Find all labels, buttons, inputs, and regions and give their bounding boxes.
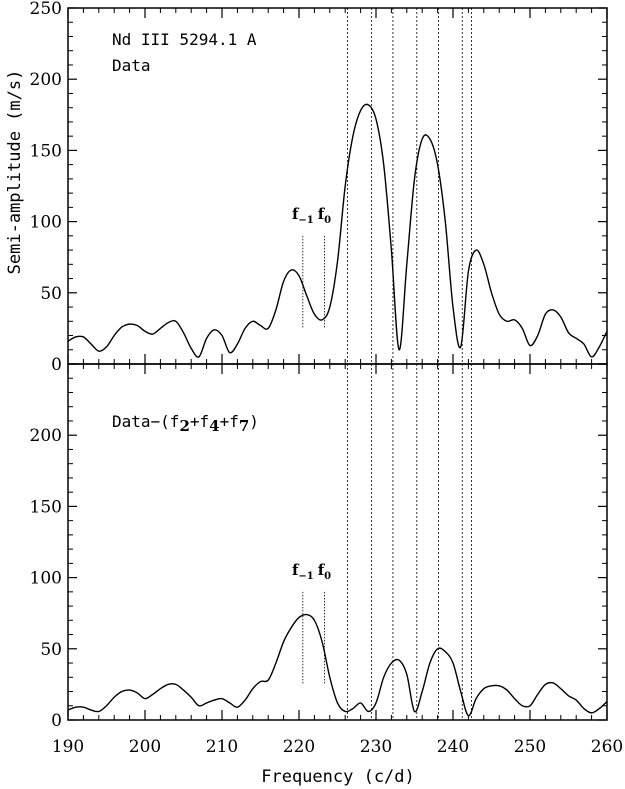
ytick-label-1-200: 200 <box>30 426 62 446</box>
xtick-label-230: 230 <box>360 737 392 757</box>
marker-label-0-0: f−1 <box>292 205 314 226</box>
bottom-annotation-suffix: ) <box>249 412 259 431</box>
top-panel-series <box>67 103 608 358</box>
bottom-panel-series <box>67 613 608 717</box>
ytick-label-0-250: 250 <box>30 0 62 19</box>
xtick-label-240: 240 <box>437 737 469 757</box>
bottom-annotation-sub-3: 7 <box>239 417 249 435</box>
xtick-label-260: 260 <box>591 737 623 757</box>
xtick-label-200: 200 <box>129 737 161 757</box>
bottom-annotation-sub-2: 4 <box>209 417 219 435</box>
y-axis-title: Semi-amplitude (m/s) <box>5 70 25 275</box>
top-annotation-line-2: Data <box>112 56 151 75</box>
ytick-label-0-200: 200 <box>30 70 62 90</box>
ytick-label-0-150: 150 <box>30 141 62 161</box>
ytick-label-1-50: 50 <box>40 640 62 660</box>
ytick-label-1-0: 0 <box>51 711 62 731</box>
ytick-label-1-150: 150 <box>30 497 62 517</box>
marker-label-1-0: f−1 <box>292 561 314 582</box>
series-line-1 <box>67 613 608 717</box>
xtick-label-210: 210 <box>206 737 238 757</box>
xtick-label-190: 190 <box>52 737 84 757</box>
ytick-label-0-50: 50 <box>40 284 62 304</box>
bottom-annotation: Data−(f2+f4+f7) <box>112 412 259 435</box>
bottom-panel-ticks: 0 50 100 150 200 190 200 210 220 230 240 250 260 <box>30 363 623 757</box>
series-line-0 <box>67 103 608 358</box>
marker-label-0-1: f0 <box>318 205 331 226</box>
bottom-annotation-label: Data−(f <box>112 412 179 431</box>
x-axis-title: Frequency (c/d) <box>261 767 415 787</box>
ytick-label-0-0: 0 <box>51 355 62 375</box>
ytick-label-1-100: 100 <box>30 569 62 589</box>
xtick-label-220: 220 <box>283 737 315 757</box>
top-annotation-line-1: Nd III 5294.1 A <box>112 30 257 49</box>
vertical-reference-lines <box>347 8 472 720</box>
marker-label-1-1: f0 <box>318 561 331 582</box>
frequency-markers: f−1 f0f−1 f0 <box>292 205 331 685</box>
bottom-panel-frame <box>67 363 608 721</box>
xtick-label-250: 250 <box>514 737 546 757</box>
bottom-annotation-sub-1: 2 <box>179 417 189 435</box>
ytick-label-0-100: 100 <box>30 213 62 233</box>
